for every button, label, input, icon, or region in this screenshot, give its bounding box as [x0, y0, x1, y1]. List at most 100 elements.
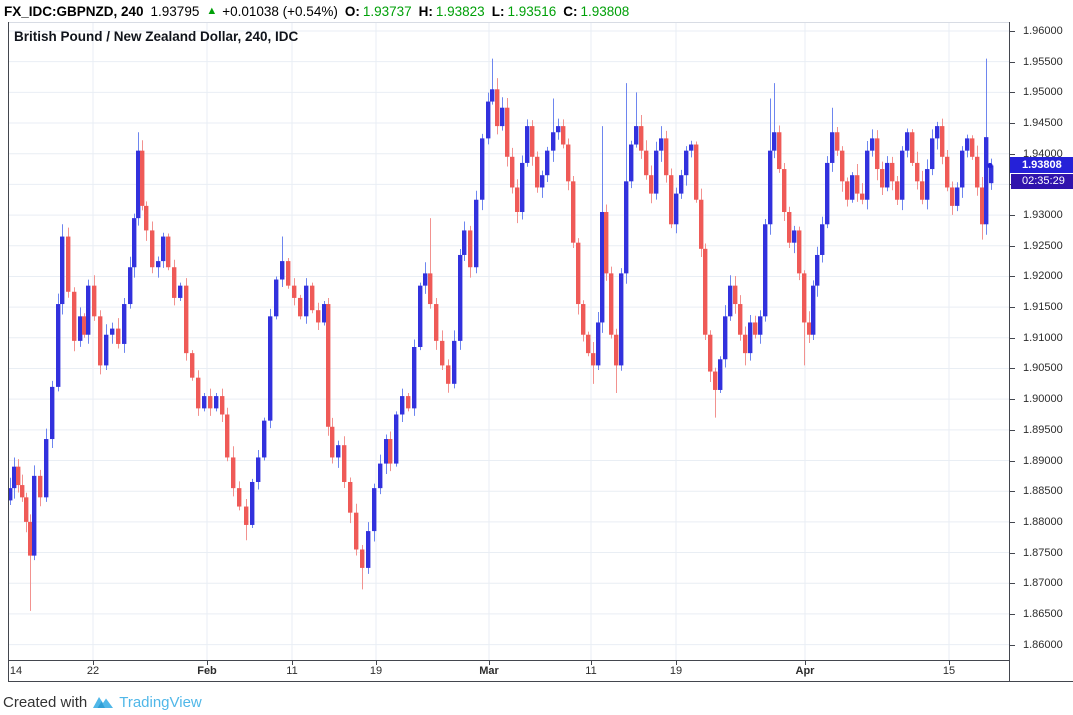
- candle-body: [955, 187, 960, 206]
- candle-body: [208, 396, 213, 409]
- candle-body: [728, 285, 733, 317]
- candle-body: [576, 242, 581, 305]
- price-axis-label: 1.89000: [1023, 454, 1063, 467]
- candle-body: [452, 340, 457, 384]
- candle-body: [394, 414, 399, 464]
- candle-body: [561, 126, 566, 145]
- candle-body: [940, 126, 945, 157]
- price-axis-label: 1.95500: [1023, 55, 1063, 68]
- time-axis-label: 22: [86, 665, 100, 677]
- candlestick-svg[interactable]: [8, 22, 1009, 660]
- time-axis-label: 19: [369, 665, 383, 677]
- candle-body: [56, 304, 61, 387]
- candle-body: [150, 230, 155, 268]
- price-axis-label: 1.89500: [1023, 423, 1063, 436]
- candle-body: [900, 150, 905, 200]
- candle-body: [310, 285, 315, 311]
- candle-body: [845, 181, 850, 200]
- pane-border-left: [8, 22, 9, 681]
- candle-body: [110, 328, 115, 335]
- candle-body: [815, 254, 820, 286]
- axis-separator-line: [8, 660, 1073, 661]
- candle-body: [980, 187, 985, 225]
- candle-body: [82, 316, 87, 335]
- candle-body: [654, 150, 659, 194]
- candle-body: [60, 236, 65, 305]
- candle-body: [316, 310, 321, 323]
- candle-body: [777, 132, 782, 170]
- candle-body: [950, 187, 955, 206]
- candle-body: [586, 334, 591, 354]
- pane-border-top: [8, 22, 1009, 23]
- price-axis-tick: [1010, 337, 1015, 339]
- price-axis-tick: [1010, 521, 1015, 523]
- candle-body: [679, 175, 684, 194]
- candle-body: [581, 304, 586, 335]
- candle-body: [860, 193, 865, 200]
- chart-pane[interactable]: British Pound / New Zealand Dollar, 240,…: [8, 22, 1009, 660]
- tradingview-link[interactable]: TradingView: [119, 693, 202, 711]
- symbol-info-bar: FX_IDC:GBPNZD, 240 1.93795 ▲ +0.01038 (+…: [0, 0, 1073, 22]
- candle-body: [342, 445, 347, 482]
- candle-body: [551, 132, 556, 151]
- candle-body: [723, 316, 728, 360]
- candle-body: [664, 138, 669, 176]
- open-value: 1.93737: [362, 3, 412, 19]
- candle-body: [614, 334, 619, 366]
- candle-body: [659, 138, 664, 151]
- candle-body: [535, 156, 540, 188]
- candle-body: [304, 285, 309, 317]
- candle-body: [44, 439, 49, 498]
- close-value: 1.93808: [580, 3, 630, 19]
- candle-body: [172, 267, 177, 298]
- candle-body: [880, 169, 885, 188]
- price-axis-tick: [1010, 153, 1015, 155]
- candle-body: [975, 156, 980, 188]
- candle-body: [811, 285, 816, 335]
- candle-body: [292, 285, 297, 298]
- candle-body: [116, 328, 121, 344]
- price-axis-label: 1.95000: [1023, 86, 1063, 99]
- price-axis-label: 1.94000: [1023, 147, 1063, 160]
- candle-body: [787, 212, 792, 243]
- candle-body: [298, 297, 303, 317]
- price-axis-tick: [1010, 491, 1015, 493]
- price-axis-label: 1.91000: [1023, 331, 1063, 344]
- symbol-name[interactable]: FX_IDC:GBPNZD, 240: [4, 3, 144, 19]
- candle-body: [72, 291, 77, 341]
- price-axis-tick: [1010, 92, 1015, 94]
- candle-body: [244, 506, 249, 525]
- candle-body: [166, 236, 171, 268]
- candle-body: [480, 138, 485, 200]
- candle-body: [830, 132, 835, 163]
- candle-body: [545, 150, 550, 176]
- candle-body: [571, 181, 576, 243]
- candle-body: [525, 126, 530, 163]
- candle-body: [694, 144, 699, 200]
- high-label: H:: [418, 3, 433, 19]
- price-axis-tick: [1010, 613, 1015, 615]
- time-axis-tick: [949, 661, 950, 665]
- candle-body: [400, 396, 405, 415]
- candle-body: [348, 481, 353, 513]
- time-axis[interactable]: 14 22 Feb 11 19 Mar 11 19 Apr 15: [8, 661, 1009, 681]
- price-axis-label: 1.88000: [1023, 515, 1063, 528]
- close-label: C:: [563, 3, 578, 19]
- candle-body: [984, 137, 989, 225]
- time-axis-tick: [591, 661, 592, 665]
- candle-body: [98, 316, 103, 366]
- price-axis[interactable]: 1.960001.955001.950001.945001.940001.935…: [1009, 22, 1073, 681]
- candle-body: [322, 304, 327, 323]
- time-axis-label: Feb: [197, 665, 217, 677]
- candle-body: [965, 138, 970, 151]
- candle-body: [428, 273, 433, 305]
- high-value: 1.93823: [435, 3, 485, 19]
- time-axis-label: 19: [669, 665, 683, 677]
- time-axis-tick: [489, 661, 490, 665]
- price-axis-label: 1.91500: [1023, 301, 1063, 314]
- candle-body: [446, 365, 451, 384]
- price-axis-label: 1.92500: [1023, 239, 1063, 252]
- time-axis-label: 15: [942, 665, 956, 677]
- last-price-label: 1.93808: [1010, 157, 1073, 173]
